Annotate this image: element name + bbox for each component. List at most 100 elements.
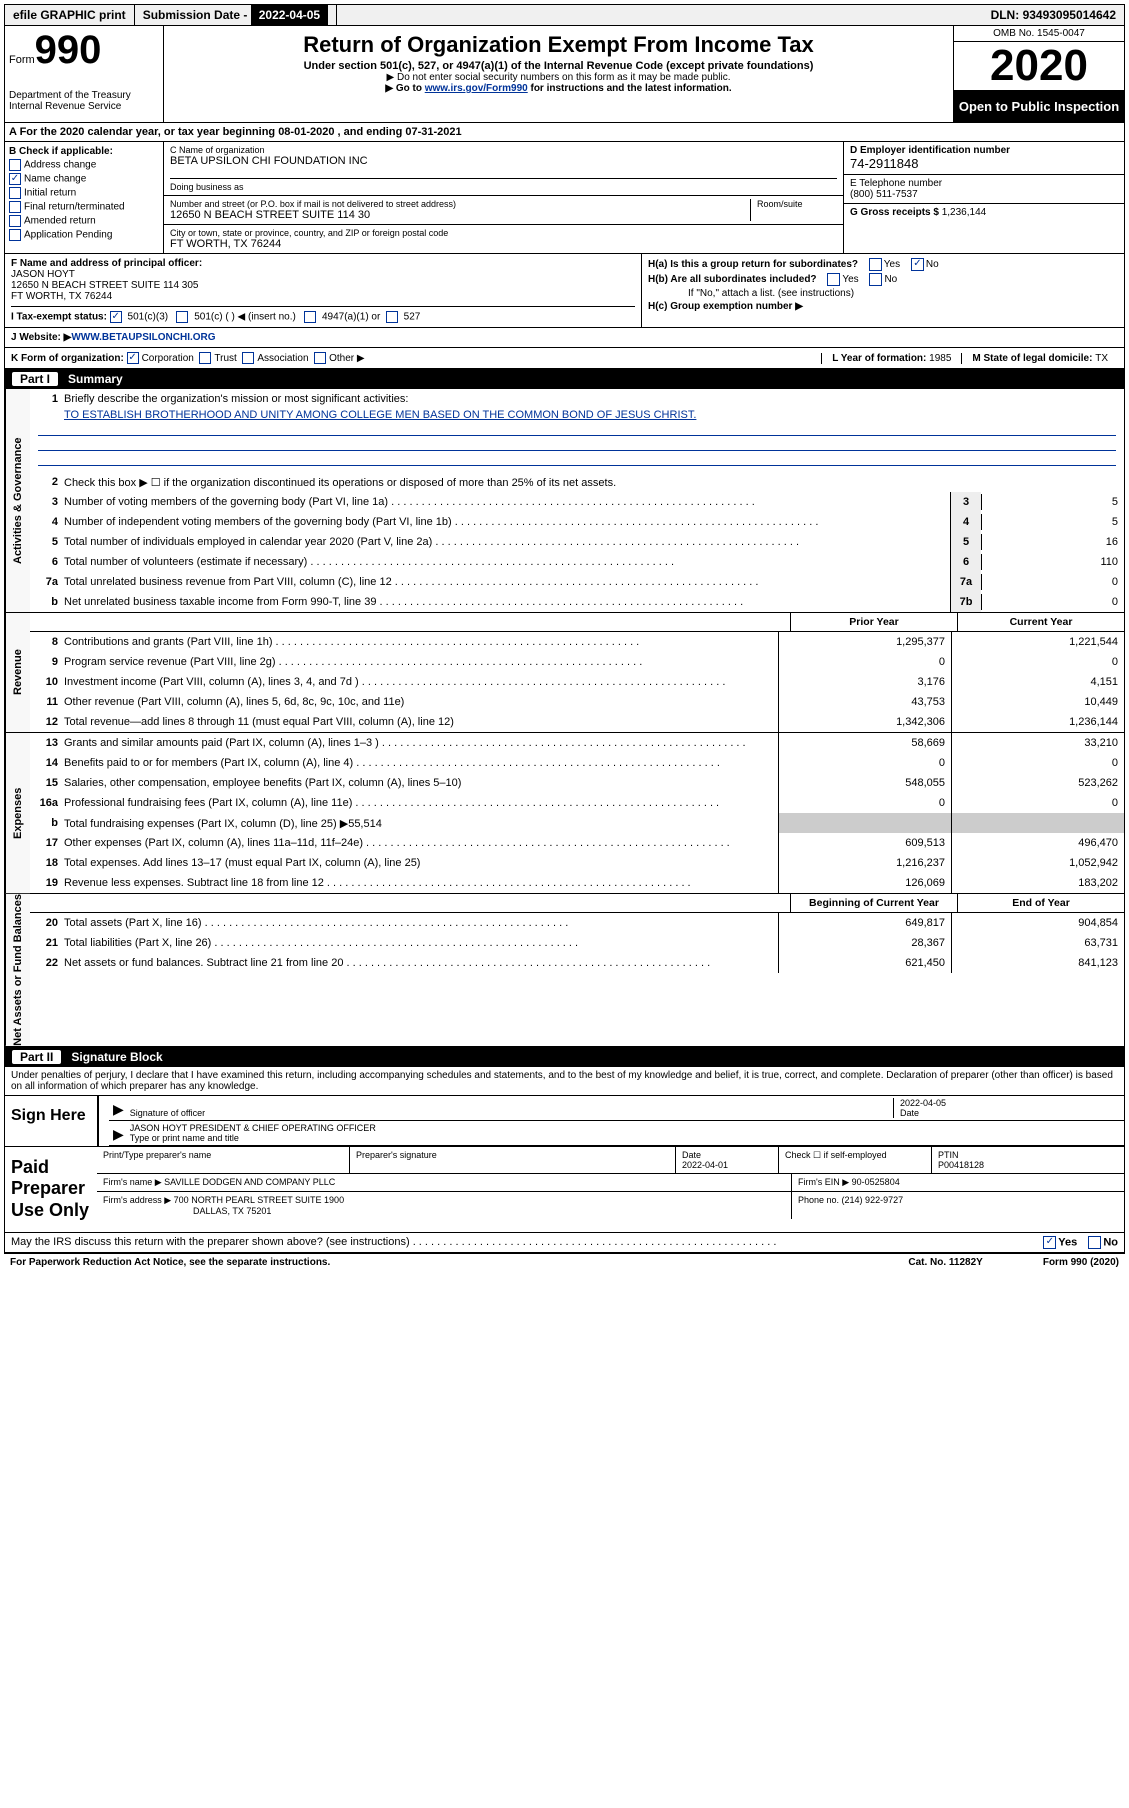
part1-header: Part I Summary xyxy=(4,369,1125,389)
discuss-row: May the IRS discuss this return with the… xyxy=(5,1232,1124,1252)
cat-no: Cat. No. 11282Y xyxy=(908,1257,982,1268)
phone-value: (800) 511-7537 xyxy=(850,189,1118,200)
penalty-text: Under penalties of perjury, I declare th… xyxy=(5,1067,1124,1095)
submission-date-value: 2022-04-05 xyxy=(251,5,328,25)
l7av: 0 xyxy=(981,574,1124,590)
chk-4947[interactable] xyxy=(304,311,316,323)
chk-501c[interactable] xyxy=(176,311,188,323)
ha-yes[interactable] xyxy=(869,258,882,271)
org-city: FT WORTH, TX 76244 xyxy=(170,238,837,250)
sec-expenses: Expenses 13Grants and similar amounts pa… xyxy=(5,733,1124,894)
summary-container: Activities & Governance 1Briefly describ… xyxy=(4,389,1125,1047)
firm-ein: 90-0525804 xyxy=(852,1177,900,1187)
tab-revenue: Revenue xyxy=(5,613,30,732)
l4v: 5 xyxy=(981,514,1124,530)
tab-expenses: Expenses xyxy=(5,733,30,893)
org-street: 12650 N BEACH STREET SUITE 114 30 xyxy=(170,209,750,221)
website-url[interactable]: WWW.BETAUPSILONCHI.ORG xyxy=(71,332,215,343)
chk-initial-return[interactable] xyxy=(9,187,21,199)
mission-blank-line xyxy=(38,451,1116,466)
officer-city: FT WORTH, TX 76244 xyxy=(11,291,635,302)
l7bv: 0 xyxy=(981,594,1124,610)
firm-addr2: DALLAS, TX 75201 xyxy=(193,1206,271,1216)
chk-501c3[interactable] xyxy=(110,311,122,323)
sec-governance: Activities & Governance 1Briefly describ… xyxy=(5,389,1124,613)
header-right: OMB No. 1545-0047 2020 Open to Public In… xyxy=(953,26,1124,122)
sign-here-row: Sign Here ▶ Signature of officer 2022-04… xyxy=(5,1095,1124,1146)
omb-number: OMB No. 1545-0047 xyxy=(954,26,1124,42)
dln-label: DLN: 93493095014642 xyxy=(983,5,1124,25)
mission-text: TO ESTABLISH BROTHERHOOD AND UNITY AMONG… xyxy=(64,409,696,421)
form-subtitle: Under section 501(c), 527, or 4947(a)(1)… xyxy=(172,60,945,72)
ptin-value: P00418128 xyxy=(938,1160,1118,1170)
gross-receipts: 1,236,144 xyxy=(942,207,987,218)
chk-address-change[interactable] xyxy=(9,159,21,171)
form-number: 990 xyxy=(35,30,102,70)
irs-label: Internal Revenue Service xyxy=(9,101,159,112)
chk-trust[interactable] xyxy=(199,352,211,364)
hb-yes[interactable] xyxy=(827,273,840,286)
box-b: B Check if applicable: Address change Na… xyxy=(5,142,164,253)
ha-no[interactable] xyxy=(911,258,924,271)
chk-amended[interactable] xyxy=(9,215,21,227)
chk-name-change[interactable] xyxy=(9,173,21,185)
form-990-logo: Form 990 xyxy=(9,30,159,70)
org-name: BETA UPSILON CHI FOUNDATION INC xyxy=(170,155,837,167)
paperwork-notice: For Paperwork Reduction Act Notice, see … xyxy=(10,1257,330,1268)
ssn-note: ▶ Do not enter social security numbers o… xyxy=(172,72,945,83)
discuss-no[interactable] xyxy=(1088,1236,1101,1249)
sig-arrow-icon: ▶ xyxy=(113,1101,124,1118)
submission-date-label: Submission Date - 2022-04-05 xyxy=(135,5,337,25)
mission-blank-line xyxy=(38,421,1116,436)
discuss-yes[interactable] xyxy=(1043,1236,1056,1249)
officer-typed-name: JASON HOYT PRESIDENT & CHIEF OPERATING O… xyxy=(130,1123,1120,1133)
topbar-spacer xyxy=(337,12,982,18)
hb-no[interactable] xyxy=(869,273,882,286)
tax-year: 2020 xyxy=(954,42,1124,91)
chk-assoc[interactable] xyxy=(242,352,254,364)
footer-row: For Paperwork Reduction Act Notice, see … xyxy=(4,1253,1125,1271)
info-block-1: B Check if applicable: Address change Na… xyxy=(4,142,1125,254)
sig-arrow-icon: ▶ xyxy=(113,1126,124,1143)
chk-other[interactable] xyxy=(314,352,326,364)
chk-corp[interactable] xyxy=(127,352,139,364)
state-domicile: TX xyxy=(1095,353,1108,364)
l5v: 16 xyxy=(981,534,1124,550)
efile-print-label[interactable]: efile GRAPHIC print xyxy=(5,5,135,25)
form-title: Return of Organization Exempt From Incom… xyxy=(172,32,945,58)
firm-addr1: 700 NORTH PEARL STREET SUITE 1900 xyxy=(174,1195,344,1205)
header-title-block: Return of Organization Exempt From Incom… xyxy=(164,26,953,122)
irs-link[interactable]: www.irs.gov/Form990 xyxy=(425,83,528,94)
sign-here-label: Sign Here xyxy=(5,1096,97,1146)
box-c: C Name of organization BETA UPSILON CHI … xyxy=(164,142,844,253)
sec-net-assets: Net Assets or Fund Balances Beginning of… xyxy=(5,894,1124,1046)
form-header: Form 990 Department of the Treasury Inte… xyxy=(4,26,1125,123)
tab-net-assets: Net Assets or Fund Balances xyxy=(5,894,30,1046)
chk-app-pending[interactable] xyxy=(9,229,21,241)
header-left: Form 990 Department of the Treasury Inte… xyxy=(5,26,164,122)
dln-value: 93493095014642 xyxy=(1023,8,1116,22)
open-public-badge: Open to Public Inspection xyxy=(954,91,1124,122)
year-formation: 1985 xyxy=(929,353,951,364)
l6v: 110 xyxy=(981,554,1124,570)
top-bar: efile GRAPHIC print Submission Date - 20… xyxy=(4,4,1125,26)
chk-final-return[interactable] xyxy=(9,201,21,213)
firm-name: SAVILLE DODGEN AND COMPANY PLLC xyxy=(164,1177,335,1187)
box-d: D Employer identification number 74-2911… xyxy=(844,142,1124,253)
l3v: 5 xyxy=(981,494,1124,510)
paid-prep-label: Paid Preparer Use Only xyxy=(5,1147,97,1232)
chk-527[interactable] xyxy=(386,311,398,323)
sig-date: 2022-04-05 xyxy=(900,1098,1120,1108)
form-version: Form 990 (2020) xyxy=(1043,1257,1119,1268)
officer-street: 12650 N BEACH STREET SUITE 114 305 xyxy=(11,280,635,291)
box-h: H(a) Is this a group return for subordin… xyxy=(642,254,1124,327)
sec-revenue: Revenue Prior YearCurrent Year 8Contribu… xyxy=(5,613,1124,733)
box-f: F Name and address of principal officer:… xyxy=(5,254,642,327)
ein-value: 74-2911848 xyxy=(850,156,1118,171)
tab-governance: Activities & Governance xyxy=(5,389,30,612)
part2-header: Part II Signature Block xyxy=(4,1047,1125,1067)
officer-name: JASON HOYT xyxy=(11,269,635,280)
signature-block: Under penalties of perjury, I declare th… xyxy=(4,1067,1125,1253)
dept-label: Department of the Treasury xyxy=(9,90,159,101)
website-row: J Website: ▶ WWW.BETAUPSILONCHI.ORG xyxy=(4,328,1125,348)
